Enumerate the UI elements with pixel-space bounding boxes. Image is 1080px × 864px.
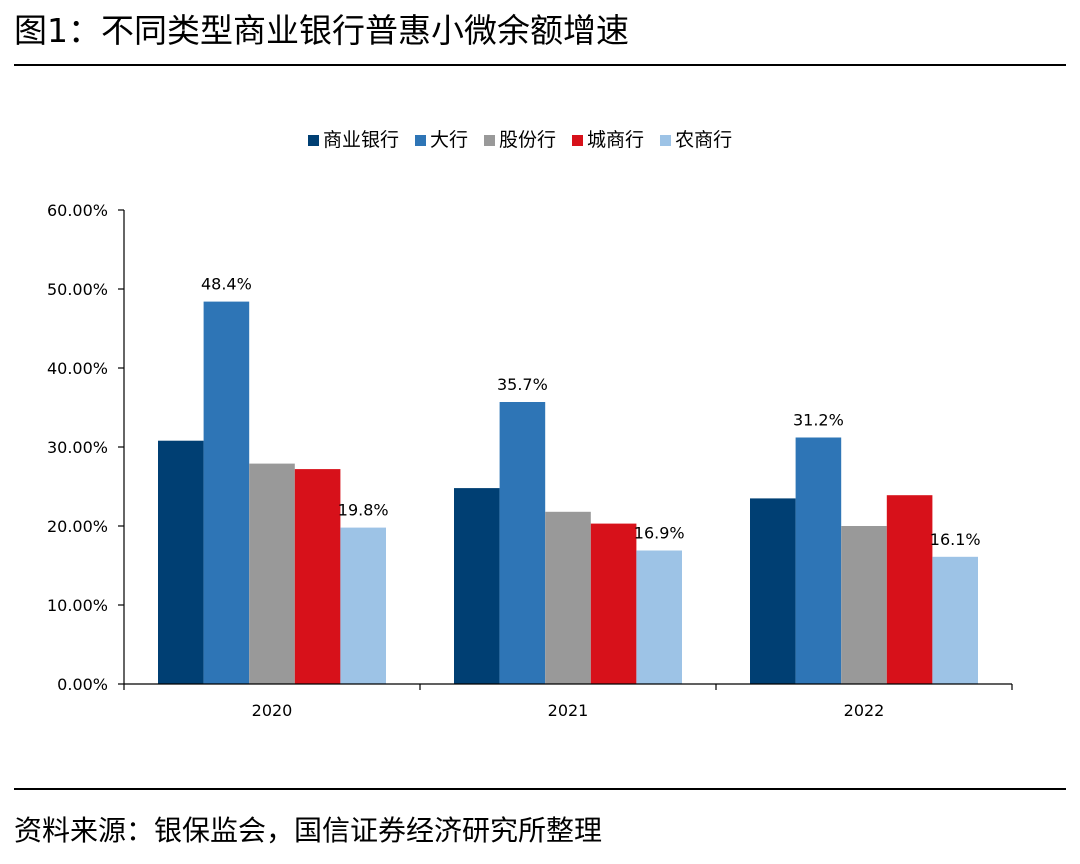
bar <box>294 469 341 684</box>
legend-item: 股份行 <box>484 126 556 154</box>
bar <box>158 440 204 684</box>
bar <box>545 511 591 684</box>
bar <box>932 556 978 684</box>
data-label: 16.9% <box>634 524 685 543</box>
bar <box>454 488 500 684</box>
legend-swatch <box>660 134 672 146</box>
legend-label: 农商行 <box>675 129 733 151</box>
source-rule <box>14 788 1066 790</box>
chart-title: 图1：不同类型商业银行普惠小微余额增速 <box>14 11 629 50</box>
y-tick-label: 20.00% <box>47 517 108 536</box>
title-rule <box>14 64 1066 66</box>
data-label: 48.4% <box>201 275 252 294</box>
bar <box>590 523 637 684</box>
legend-label: 商业银行 <box>323 129 400 151</box>
y-tick-label: 0.00% <box>57 675 108 694</box>
bar <box>499 402 546 684</box>
x-tick-label: 2022 <box>844 701 885 720</box>
bar <box>841 526 887 684</box>
bar <box>340 527 386 684</box>
legend-label: 城商行 <box>587 129 645 151</box>
legend-swatch <box>572 134 584 146</box>
bar <box>750 498 796 684</box>
data-label: 35.7% <box>497 375 548 394</box>
legend-item: 农商行 <box>660 126 732 154</box>
legend-item: 大行 <box>415 126 468 154</box>
y-tick-label: 30.00% <box>47 438 108 457</box>
source-note: 资料来源：银保监会，国信证券经济研究所整理 <box>14 814 603 847</box>
y-tick-label: 40.00% <box>47 359 108 378</box>
chart-legend: 商业银行 大行 股份行 城商行 农商行 <box>308 126 748 154</box>
bar <box>886 495 933 684</box>
x-tick-label: 2021 <box>548 701 589 720</box>
data-label: 31.2% <box>793 411 844 430</box>
legend-swatch <box>308 134 319 146</box>
bar <box>636 550 682 684</box>
legend-label: 股份行 <box>499 129 557 151</box>
y-tick-label: 60.00% <box>47 201 108 220</box>
legend-label: 大行 <box>430 129 469 151</box>
legend-item: 商业银行 <box>308 126 399 154</box>
legend-swatch <box>415 134 427 146</box>
y-tick-label: 10.00% <box>47 596 108 615</box>
bar-chart: 48.4% 19.8% 35.7% 16.9% 31.2% 16.1% 0.00% 10.00… <box>47 201 1013 720</box>
legend-swatch <box>484 134 496 146</box>
data-label: 19.8% <box>338 501 389 520</box>
bar <box>203 301 250 684</box>
x-tick-label: 2020 <box>252 701 293 720</box>
data-label: 16.1% <box>930 530 981 549</box>
y-tick-label: 50.00% <box>47 280 108 299</box>
bar <box>795 437 842 684</box>
legend-item: 城商行 <box>572 126 644 154</box>
bar <box>249 463 295 684</box>
